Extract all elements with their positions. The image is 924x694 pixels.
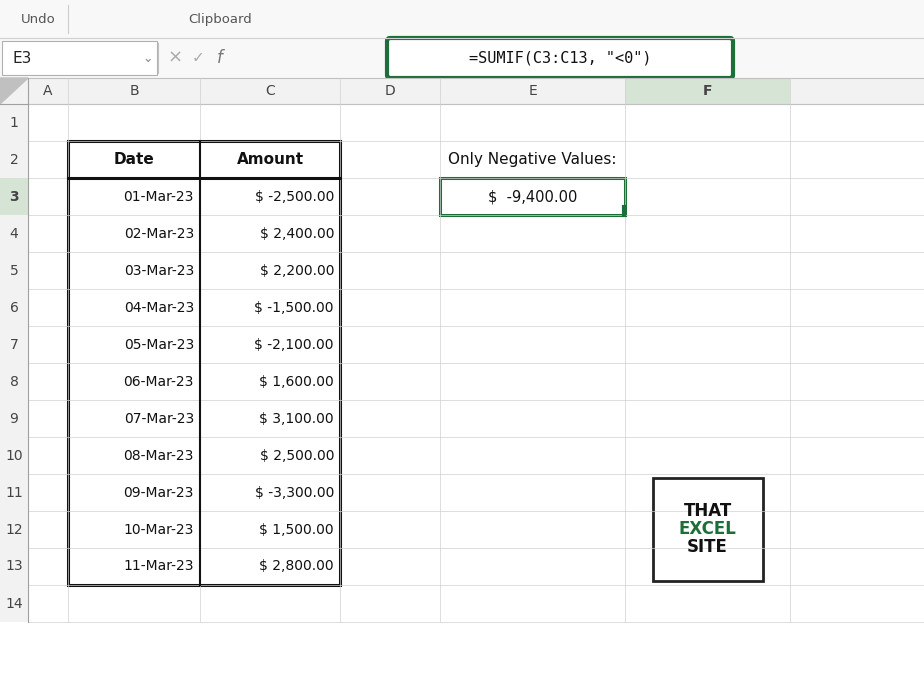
Text: 09-Mar-23: 09-Mar-23	[124, 486, 194, 500]
Text: 08-Mar-23: 08-Mar-23	[124, 448, 194, 462]
Text: $ 2,800.00: $ 2,800.00	[260, 559, 334, 573]
Text: 14: 14	[6, 597, 23, 611]
Text: 02-Mar-23: 02-Mar-23	[124, 226, 194, 241]
Bar	[0, 548, 28, 585]
Text: SITE: SITE	[687, 539, 728, 557]
Bar	[0, 363, 28, 400]
Text: $ -3,300.00: $ -3,300.00	[255, 486, 334, 500]
Text: 7: 7	[9, 337, 18, 351]
Text: B: B	[129, 84, 139, 98]
Text: 07-Mar-23: 07-Mar-23	[124, 412, 194, 425]
Text: =SUMIF(C3:C13, "<0"): =SUMIF(C3:C13, "<0")	[468, 51, 651, 65]
Bar	[340, 78, 440, 104]
Text: ✓: ✓	[191, 51, 204, 65]
Text: 11-Mar-23: 11-Mar-23	[124, 559, 194, 573]
Bar	[0, 0, 924, 38]
Text: 01-Mar-23: 01-Mar-23	[124, 189, 194, 203]
Bar	[652, 478, 762, 581]
Text: 9: 9	[9, 412, 18, 425]
Polygon shape	[0, 78, 28, 104]
Text: 03-Mar-23: 03-Mar-23	[124, 264, 194, 278]
Text: F: F	[703, 84, 712, 98]
Text: $ -2,500.00: $ -2,500.00	[255, 189, 334, 203]
Text: 8: 8	[9, 375, 18, 389]
Text: 4: 4	[9, 226, 18, 241]
Text: $ -2,100.00: $ -2,100.00	[254, 337, 334, 351]
Bar	[790, 78, 924, 104]
Text: Date: Date	[114, 152, 154, 167]
Bar	[0, 326, 28, 363]
Bar	[2, 41, 157, 75]
Bar	[28, 78, 68, 104]
Text: 10: 10	[6, 448, 23, 462]
Text: THAT: THAT	[684, 502, 732, 520]
Bar	[200, 78, 340, 104]
Text: ⌄: ⌄	[142, 51, 153, 65]
Text: 06-Mar-23: 06-Mar-23	[124, 375, 194, 389]
Bar	[0, 511, 28, 548]
Text: E: E	[529, 84, 537, 98]
Text: $ 2,400.00: $ 2,400.00	[260, 226, 334, 241]
Text: 11: 11	[6, 486, 23, 500]
Bar	[68, 141, 340, 585]
Text: 12: 12	[6, 523, 23, 536]
Bar	[68, 78, 200, 104]
Text: C: C	[265, 84, 274, 98]
Text: 5: 5	[9, 264, 18, 278]
Text: Only Negative Values:: Only Negative Values:	[448, 152, 616, 167]
Text: $ -1,500.00: $ -1,500.00	[254, 301, 334, 314]
Bar	[625, 78, 790, 104]
Bar	[0, 178, 28, 215]
Text: 13: 13	[6, 559, 23, 573]
Text: $ 2,200.00: $ 2,200.00	[260, 264, 334, 278]
FancyBboxPatch shape	[387, 38, 733, 78]
Bar	[0, 585, 28, 622]
Text: 10-Mar-23: 10-Mar-23	[124, 523, 194, 536]
Text: f: f	[217, 49, 223, 67]
Text: $ 3,100.00: $ 3,100.00	[260, 412, 334, 425]
Bar	[0, 38, 924, 78]
Bar	[440, 78, 625, 104]
Bar	[0, 437, 28, 474]
Bar	[0, 141, 28, 178]
Text: 2: 2	[9, 153, 18, 167]
Text: Amount: Amount	[237, 152, 304, 167]
Bar	[0, 78, 28, 104]
Text: 1: 1	[9, 115, 18, 130]
Bar	[440, 178, 625, 215]
Text: $ 1,600.00: $ 1,600.00	[260, 375, 334, 389]
Text: $  -9,400.00: $ -9,400.00	[488, 189, 578, 204]
Text: 3: 3	[9, 189, 18, 203]
Text: 04-Mar-23: 04-Mar-23	[124, 301, 194, 314]
Text: Undo: Undo	[20, 12, 55, 26]
Text: EXCEL: EXCEL	[678, 520, 736, 539]
Text: $ 1,500.00: $ 1,500.00	[260, 523, 334, 536]
Text: E3: E3	[12, 51, 31, 65]
Bar	[0, 474, 28, 511]
Bar	[0, 289, 28, 326]
Text: ×: ×	[167, 49, 183, 67]
Bar	[0, 400, 28, 437]
Text: A: A	[43, 84, 53, 98]
Bar	[0, 215, 28, 252]
Text: 05-Mar-23: 05-Mar-23	[124, 337, 194, 351]
Bar	[0, 252, 28, 289]
Bar	[0, 78, 924, 694]
Text: Clipboard: Clipboard	[188, 12, 252, 26]
Text: 6: 6	[9, 301, 18, 314]
Text: D: D	[384, 84, 395, 98]
Text: $ 2,500.00: $ 2,500.00	[260, 448, 334, 462]
Bar	[0, 104, 28, 141]
